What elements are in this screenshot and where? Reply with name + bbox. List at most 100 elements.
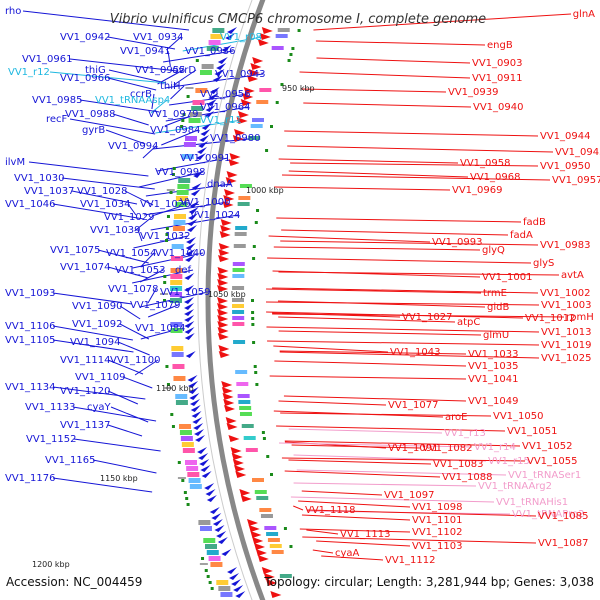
right-gene-label: VV1_r13 bbox=[444, 428, 486, 439]
left-gene-label: thiG bbox=[85, 65, 106, 76]
forward-gene-arrow bbox=[195, 435, 206, 442]
feature-block bbox=[271, 46, 284, 50]
left-gene-label: VV1_0941 bbox=[120, 46, 171, 57]
feature-block bbox=[177, 184, 190, 189]
left-gene-label: VV1_0979 bbox=[148, 109, 199, 120]
scale-tick-label: 1200 kbp bbox=[32, 560, 70, 569]
leader-line bbox=[278, 330, 482, 336]
forward-gene-arrow bbox=[225, 33, 236, 40]
left-gene-label: VV1_1133 bbox=[25, 402, 76, 413]
left-gene-label: ccrB bbox=[130, 89, 152, 100]
feature-block bbox=[232, 304, 245, 308]
leader-line bbox=[52, 325, 133, 341]
feature-marker bbox=[201, 557, 205, 560]
leader-line bbox=[52, 477, 153, 493]
right-gene-label: VV1_1091 bbox=[388, 443, 439, 454]
forward-gene-arrow bbox=[204, 111, 215, 118]
leader-line bbox=[133, 235, 189, 249]
reverse-gene-arrow bbox=[257, 555, 269, 562]
reverse-gene-arrow bbox=[217, 297, 228, 304]
leader-line bbox=[157, 69, 184, 85]
reverse-gene-arrow bbox=[263, 573, 275, 580]
leader-line bbox=[278, 316, 456, 323]
forward-gene-arrow bbox=[212, 519, 223, 526]
left-gene-label: VV1_1079 bbox=[130, 300, 181, 311]
leader-line bbox=[164, 73, 264, 89]
reverse-gene-arrow bbox=[226, 423, 238, 430]
leader-line bbox=[107, 77, 157, 91]
left-gene-label: VV1_1090 bbox=[72, 301, 123, 312]
forward-gene-arrow bbox=[227, 567, 238, 574]
leader-line bbox=[321, 555, 384, 561]
leader-line bbox=[290, 496, 495, 503]
forward-gene-arrow bbox=[221, 45, 232, 52]
left-gene-label: VV1_1059 bbox=[160, 287, 211, 298]
right-gene-label: aroE bbox=[445, 412, 467, 423]
feature-block bbox=[212, 28, 225, 33]
feature-block bbox=[198, 520, 211, 525]
feature-block bbox=[210, 34, 223, 39]
reverse-gene-arrow bbox=[230, 447, 242, 454]
reverse-gene-arrow bbox=[250, 63, 262, 70]
feature-block bbox=[185, 136, 198, 141]
leader-line bbox=[124, 190, 154, 206]
feature-marker bbox=[289, 53, 293, 56]
feature-block bbox=[170, 322, 183, 327]
leader-line bbox=[272, 313, 565, 318]
feature-block bbox=[264, 526, 277, 530]
feature-marker bbox=[251, 311, 255, 314]
leader-line bbox=[293, 505, 304, 511]
left-gene-label: VV1_1137 bbox=[60, 420, 111, 431]
left-gene-label: VV1_r08 bbox=[220, 32, 262, 43]
forward-gene-arrow bbox=[196, 153, 207, 160]
leader-line bbox=[134, 216, 153, 232]
leader-line bbox=[301, 514, 411, 521]
left-gene-label: VV1_1000 bbox=[180, 197, 231, 208]
left-gene-label: ilvM bbox=[5, 157, 25, 168]
reverse-gene-arrow bbox=[220, 225, 232, 232]
forward-gene-arrow bbox=[216, 63, 227, 70]
forward-gene-arrow bbox=[184, 303, 195, 310]
left-gene-label: VV1_1029 bbox=[104, 212, 155, 223]
right-gene-label: VV1_1101 bbox=[412, 515, 463, 526]
feature-block bbox=[275, 34, 288, 38]
leader-line bbox=[313, 13, 572, 31]
reverse-gene-arrow bbox=[217, 315, 229, 322]
leader-line bbox=[273, 246, 481, 251]
left-gene-label: VV1_0998 bbox=[155, 167, 206, 178]
left-gene-label: VV1_1105 bbox=[5, 335, 56, 346]
right-gene-label: VV1_0969 bbox=[452, 185, 503, 196]
feature-block bbox=[187, 472, 200, 477]
leader-line bbox=[151, 93, 155, 110]
forward-gene-arrow bbox=[199, 135, 210, 142]
reverse-gene-arrow bbox=[218, 351, 230, 358]
feature-block bbox=[252, 118, 264, 122]
reverse-gene-arrow bbox=[232, 135, 244, 142]
right-gene-label: VV1_1112 bbox=[385, 555, 436, 566]
forward-gene-arrow bbox=[194, 429, 205, 436]
leader-line bbox=[140, 252, 155, 268]
feature-block bbox=[233, 340, 246, 344]
forward-gene-arrow bbox=[192, 417, 203, 424]
right-gene-label: VV1_1033 bbox=[468, 349, 519, 360]
leader-line bbox=[288, 428, 443, 434]
right-gene-label: VV1_1082 bbox=[422, 443, 473, 454]
reverse-gene-arrow bbox=[242, 93, 254, 100]
left-gene-label: VV1_0984 bbox=[150, 125, 201, 136]
leader-line bbox=[107, 359, 144, 375]
right-gene-label: VV1_1041 bbox=[468, 374, 519, 385]
leader-line bbox=[134, 359, 159, 376]
leader-line bbox=[283, 395, 467, 402]
left-gene-label: VV1_1053 bbox=[115, 265, 166, 276]
reverse-gene-arrow bbox=[217, 309, 229, 316]
leader-line bbox=[279, 442, 473, 448]
accession-label: Accession: NC_004459 bbox=[6, 575, 143, 589]
leader-line bbox=[150, 99, 168, 114]
feature-block bbox=[232, 274, 245, 278]
feature-marker bbox=[181, 119, 185, 122]
right-gene-label: VV1_0968 bbox=[470, 172, 521, 183]
left-gene-label: cyaY bbox=[87, 402, 112, 413]
feature-block bbox=[256, 496, 269, 500]
leader-line bbox=[28, 161, 149, 177]
feature-block bbox=[180, 436, 193, 441]
